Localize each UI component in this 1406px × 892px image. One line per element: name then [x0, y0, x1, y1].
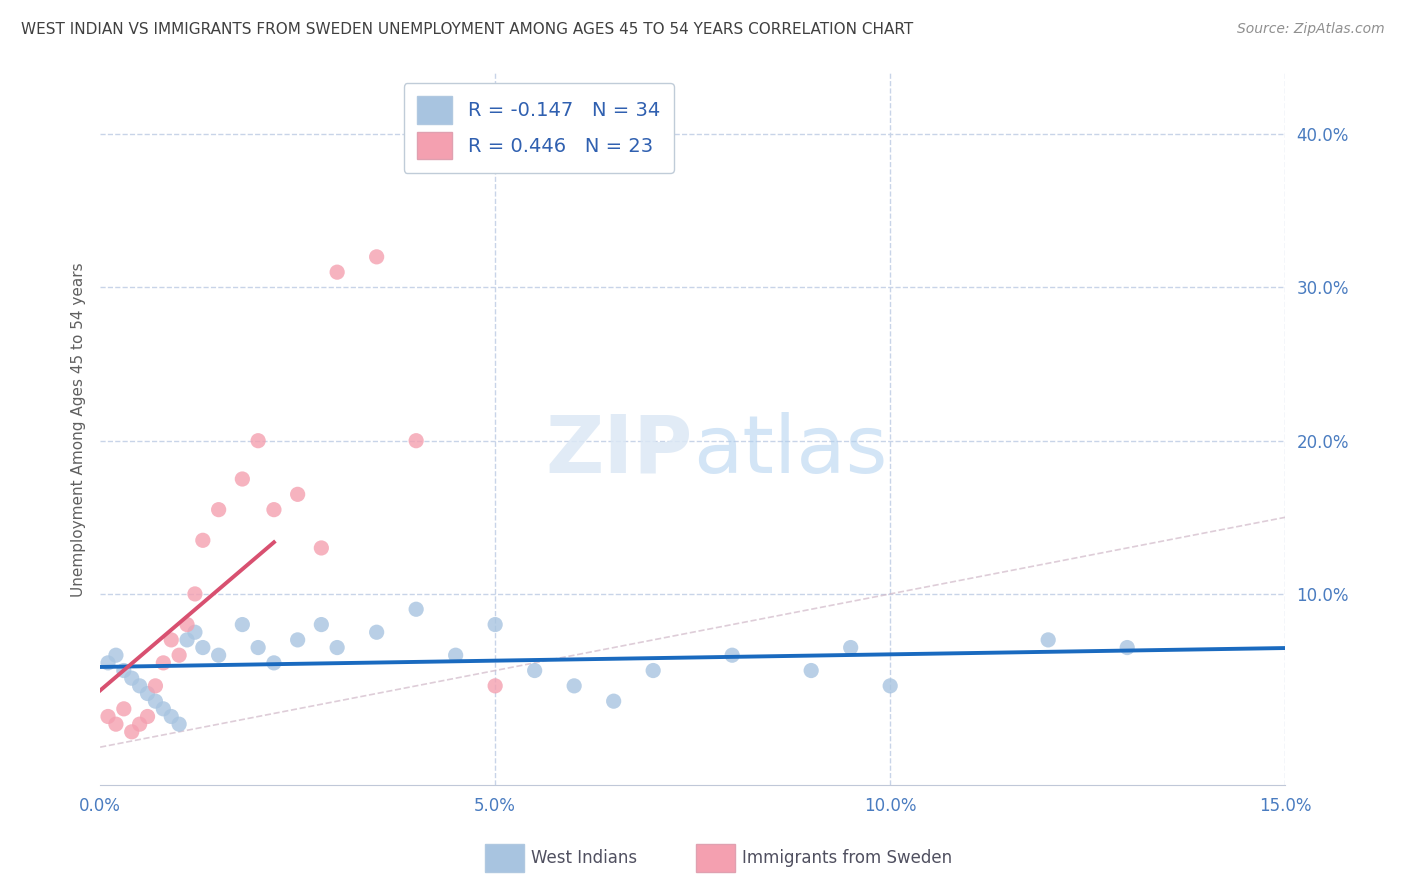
Point	[484, 679, 506, 693]
Point	[287, 632, 309, 647]
Point	[247, 434, 270, 448]
Point	[145, 694, 167, 708]
Point	[263, 502, 285, 516]
Point	[523, 664, 546, 678]
Point	[247, 640, 270, 655]
Point	[104, 648, 127, 663]
Point	[160, 709, 183, 723]
Point	[97, 709, 120, 723]
Point	[800, 664, 823, 678]
Point	[311, 541, 333, 555]
Point	[167, 648, 190, 663]
Point	[405, 434, 427, 448]
Point	[602, 694, 624, 708]
Y-axis label: Unemployment Among Ages 45 to 54 years: Unemployment Among Ages 45 to 54 years	[72, 262, 86, 597]
Point	[128, 717, 150, 731]
Point	[231, 472, 253, 486]
Point	[184, 587, 207, 601]
Point	[366, 625, 388, 640]
Point	[1038, 632, 1060, 647]
Point	[152, 656, 174, 670]
Point	[112, 702, 135, 716]
Text: ZIP: ZIP	[546, 411, 693, 490]
Point	[263, 656, 285, 670]
Point	[405, 602, 427, 616]
Point	[326, 265, 349, 279]
Point	[176, 617, 198, 632]
Point	[136, 709, 159, 723]
Point	[97, 656, 120, 670]
Point	[484, 617, 506, 632]
Point	[160, 632, 183, 647]
Legend: R = -0.147   N = 34, R = 0.446   N = 23: R = -0.147 N = 34, R = 0.446 N = 23	[404, 83, 673, 173]
Point	[121, 724, 143, 739]
Point	[643, 664, 665, 678]
Point	[311, 617, 333, 632]
Point	[879, 679, 901, 693]
Point	[184, 625, 207, 640]
Point	[444, 648, 467, 663]
Text: Immigrants from Sweden: Immigrants from Sweden	[742, 849, 952, 867]
Point	[231, 617, 253, 632]
Point	[136, 686, 159, 700]
Point	[112, 664, 135, 678]
Point	[152, 702, 174, 716]
Point	[721, 648, 744, 663]
Text: atlas: atlas	[693, 411, 887, 490]
Text: West Indians: West Indians	[531, 849, 637, 867]
Text: Source: ZipAtlas.com: Source: ZipAtlas.com	[1237, 22, 1385, 37]
Point	[191, 533, 214, 548]
Point	[121, 671, 143, 685]
Point	[104, 717, 127, 731]
Point	[128, 679, 150, 693]
Point	[287, 487, 309, 501]
Point	[839, 640, 862, 655]
Point	[176, 632, 198, 647]
Point	[208, 502, 231, 516]
Point	[191, 640, 214, 655]
Point	[562, 679, 585, 693]
Point	[208, 648, 231, 663]
Point	[167, 717, 190, 731]
Point	[145, 679, 167, 693]
Point	[326, 640, 349, 655]
Point	[366, 250, 388, 264]
Text: WEST INDIAN VS IMMIGRANTS FROM SWEDEN UNEMPLOYMENT AMONG AGES 45 TO 54 YEARS COR: WEST INDIAN VS IMMIGRANTS FROM SWEDEN UN…	[21, 22, 914, 37]
Point	[1116, 640, 1139, 655]
